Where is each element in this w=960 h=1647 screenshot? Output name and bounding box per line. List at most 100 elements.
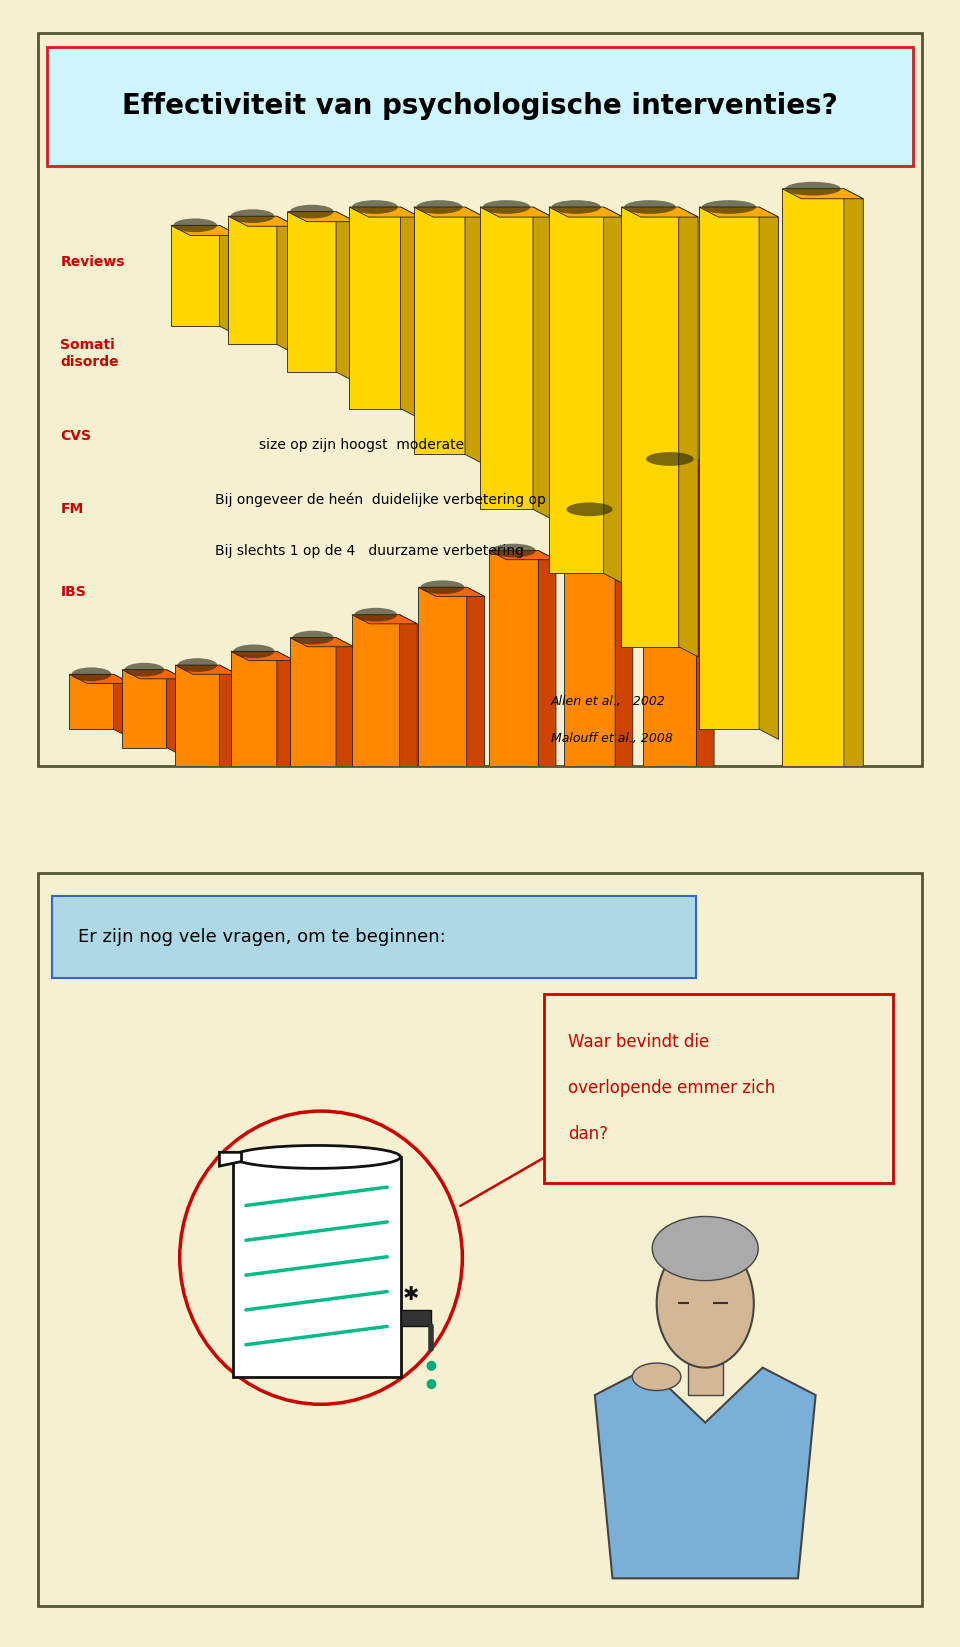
Polygon shape	[399, 614, 418, 838]
Ellipse shape	[178, 659, 217, 672]
Polygon shape	[290, 637, 353, 647]
Ellipse shape	[125, 662, 164, 677]
FancyBboxPatch shape	[419, 588, 467, 858]
Text: Bij ongeveer de heén  duidelijke verbetering op: Bij ongeveer de heén duidelijke verbeter…	[215, 492, 546, 507]
FancyBboxPatch shape	[287, 211, 336, 372]
FancyBboxPatch shape	[52, 896, 696, 978]
Polygon shape	[336, 211, 355, 382]
FancyBboxPatch shape	[232, 1156, 400, 1377]
Polygon shape	[336, 637, 353, 817]
Polygon shape	[549, 208, 623, 217]
Text: Effectiviteit van psychologische interventies?: Effectiviteit van psychologische interve…	[122, 92, 838, 120]
Polygon shape	[480, 208, 552, 217]
FancyBboxPatch shape	[489, 550, 539, 884]
Polygon shape	[782, 189, 863, 199]
FancyBboxPatch shape	[176, 665, 220, 766]
Polygon shape	[419, 588, 485, 596]
Polygon shape	[228, 216, 297, 226]
FancyBboxPatch shape	[352, 614, 399, 830]
Text: overlopende emmer zich: overlopende emmer zich	[568, 1079, 776, 1097]
Ellipse shape	[652, 1217, 758, 1281]
Text: Allen et al.,   2002: Allen et al., 2002	[551, 695, 665, 708]
Polygon shape	[643, 460, 714, 468]
FancyBboxPatch shape	[480, 208, 533, 509]
Polygon shape	[176, 665, 237, 674]
Polygon shape	[539, 550, 556, 894]
Polygon shape	[69, 674, 132, 684]
Ellipse shape	[417, 201, 463, 214]
FancyBboxPatch shape	[414, 208, 465, 455]
FancyBboxPatch shape	[699, 208, 759, 730]
FancyBboxPatch shape	[171, 226, 220, 326]
Polygon shape	[287, 211, 355, 222]
FancyBboxPatch shape	[69, 674, 113, 730]
Polygon shape	[276, 651, 295, 794]
FancyBboxPatch shape	[564, 509, 615, 917]
FancyBboxPatch shape	[543, 993, 894, 1183]
Ellipse shape	[232, 1145, 400, 1168]
Polygon shape	[166, 670, 184, 756]
FancyBboxPatch shape	[231, 651, 276, 784]
FancyBboxPatch shape	[782, 189, 844, 802]
Circle shape	[426, 1379, 436, 1388]
Ellipse shape	[233, 644, 275, 659]
FancyBboxPatch shape	[621, 208, 679, 647]
Ellipse shape	[293, 631, 334, 644]
Polygon shape	[171, 226, 239, 236]
Polygon shape	[276, 216, 297, 354]
FancyBboxPatch shape	[38, 873, 922, 1606]
Polygon shape	[122, 670, 184, 679]
Text: Er zijn nog vele vragen, om te beginnen:: Er zijn nog vele vragen, om te beginnen:	[78, 927, 445, 945]
Polygon shape	[699, 208, 779, 217]
Polygon shape	[759, 208, 779, 740]
Polygon shape	[220, 665, 237, 776]
Ellipse shape	[566, 502, 612, 516]
Ellipse shape	[646, 451, 694, 466]
Polygon shape	[352, 614, 418, 624]
Ellipse shape	[702, 201, 756, 214]
Ellipse shape	[174, 219, 217, 232]
Ellipse shape	[71, 667, 111, 682]
Ellipse shape	[633, 1364, 681, 1390]
Polygon shape	[113, 674, 132, 738]
Ellipse shape	[492, 544, 536, 557]
Polygon shape	[621, 208, 698, 217]
FancyBboxPatch shape	[349, 208, 400, 408]
Polygon shape	[489, 550, 556, 560]
Text: Waar bevindt die: Waar bevindt die	[568, 1033, 709, 1051]
Polygon shape	[564, 509, 633, 519]
Polygon shape	[231, 651, 295, 660]
Polygon shape	[220, 226, 239, 336]
Polygon shape	[604, 208, 623, 583]
FancyBboxPatch shape	[122, 670, 166, 748]
Polygon shape	[220, 1153, 242, 1166]
Polygon shape	[400, 208, 420, 418]
Polygon shape	[467, 588, 485, 866]
Polygon shape	[595, 1367, 816, 1578]
Polygon shape	[465, 208, 485, 464]
Text: dan?: dan?	[568, 1125, 609, 1143]
Polygon shape	[414, 208, 485, 217]
Ellipse shape	[290, 204, 334, 219]
Polygon shape	[679, 208, 698, 657]
Ellipse shape	[624, 201, 676, 214]
Text: ✱: ✱	[403, 1285, 420, 1304]
Ellipse shape	[420, 580, 465, 595]
FancyBboxPatch shape	[549, 208, 604, 573]
Text: FM: FM	[60, 502, 84, 517]
Ellipse shape	[354, 608, 397, 621]
FancyBboxPatch shape	[38, 33, 922, 766]
Polygon shape	[349, 208, 420, 217]
Text: Somati
disorde: Somati disorde	[60, 339, 119, 369]
Ellipse shape	[785, 181, 841, 196]
FancyBboxPatch shape	[47, 46, 913, 166]
Text: Malouff et al., 2008: Malouff et al., 2008	[551, 731, 673, 744]
FancyBboxPatch shape	[290, 637, 336, 807]
Text: Bij slechts 1 op de 4   duurzame verbetering: Bij slechts 1 op de 4 duurzame verbeteri…	[215, 544, 524, 558]
Polygon shape	[533, 208, 552, 519]
FancyBboxPatch shape	[687, 1364, 723, 1395]
FancyBboxPatch shape	[400, 1309, 431, 1326]
Ellipse shape	[552, 201, 601, 214]
Polygon shape	[615, 509, 633, 926]
Ellipse shape	[352, 201, 398, 214]
